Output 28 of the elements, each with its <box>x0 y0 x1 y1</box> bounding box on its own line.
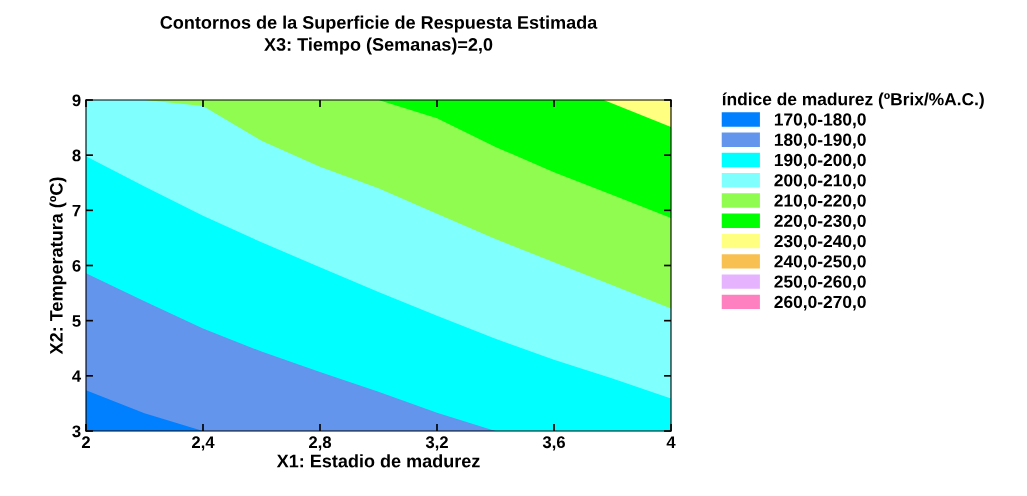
legend-label: 190,0-200,0 <box>774 153 866 169</box>
legend-label: 170,0-180,0 <box>774 113 866 129</box>
legend-label: 230,0-240,0 <box>774 234 866 250</box>
legend-label: 210,0-220,0 <box>774 194 866 210</box>
y-tick-label: 4 <box>72 370 82 382</box>
y-axis-title: X2: Temperatura (ºC) <box>49 177 67 355</box>
legend-label: 250,0-260,0 <box>774 275 866 291</box>
legend-label: 260,0-270,0 <box>774 295 866 311</box>
x-tick-label: 2 <box>81 436 90 448</box>
legend-title: índice de madurez (ºBrix/%A.C.) <box>722 92 984 109</box>
x-tick-label: 2,4 <box>191 436 215 451</box>
y-tick-label: 8 <box>72 149 81 162</box>
legend-label: 180,0-190,0 <box>774 133 866 149</box>
y-tick-label: 7 <box>72 204 81 217</box>
x-tick-label: 3,2 <box>425 436 448 451</box>
x-tick-label: 3,6 <box>542 436 565 451</box>
y-tick-label: 9 <box>72 94 81 107</box>
y-tick-label: 6 <box>72 259 81 272</box>
x-axis-title: X1: Estadio de madurez <box>276 454 480 468</box>
chart-subtitle: X3: Tiempo (Semanas)=2,0 <box>264 37 493 55</box>
x-tick-label: 4 <box>666 436 676 448</box>
legend-label: 220,0-230,0 <box>774 214 866 230</box>
legend-label: 240,0-250,0 <box>774 255 866 271</box>
x-tick-label: 2,8 <box>308 436 332 451</box>
y-tick-label: 5 <box>72 315 81 327</box>
y-tick-label: 3 <box>72 425 81 438</box>
legend-label: 200,0-210,0 <box>774 174 866 189</box>
chart-title: Contornos de la Superficie de Respuesta Estimada <box>160 15 598 33</box>
